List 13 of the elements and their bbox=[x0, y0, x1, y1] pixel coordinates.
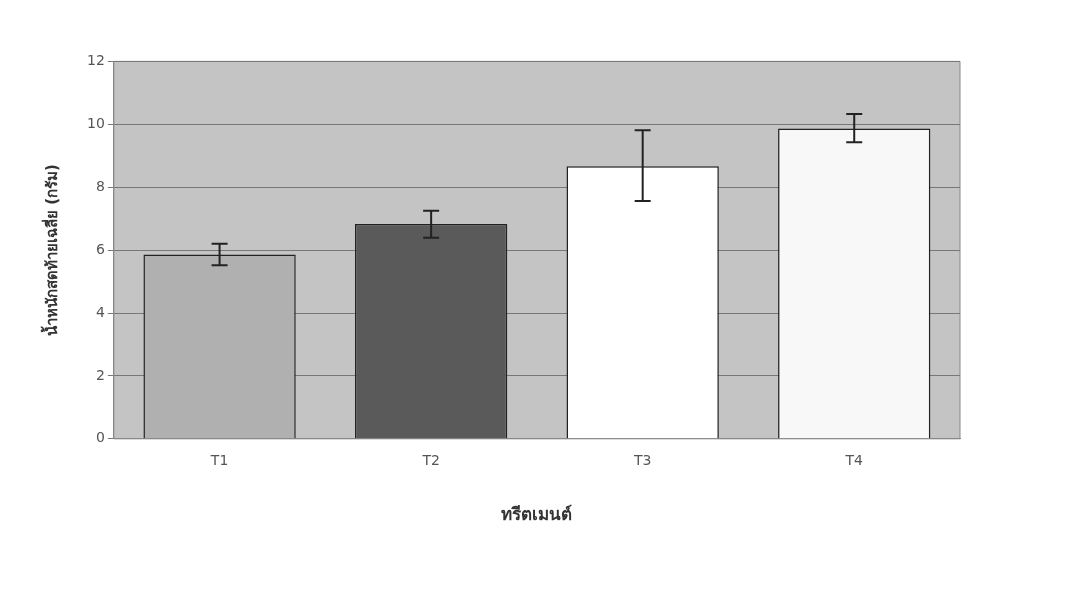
x-axis-title: ทรีตเมนต์ bbox=[501, 504, 573, 525]
y-tick-label: 0 bbox=[95, 429, 105, 446]
x-tick-label: T3 bbox=[632, 451, 652, 468]
y-tick-label: 8 bbox=[95, 177, 105, 194]
y-tick-label: 10 bbox=[86, 114, 105, 131]
x-tick-label: T1 bbox=[209, 451, 229, 468]
x-tick-label: T4 bbox=[844, 451, 864, 468]
x-tick-label: T2 bbox=[421, 451, 440, 468]
y-tick-label: 2 bbox=[95, 366, 105, 383]
y-tick-label: 6 bbox=[95, 240, 105, 257]
y-tick-label: 12 bbox=[86, 52, 105, 69]
y-tick-label: 4 bbox=[95, 303, 105, 320]
y-axis-title: น้ำหนักสดท้ายเฉลี่ย (กรัม) bbox=[39, 164, 61, 337]
